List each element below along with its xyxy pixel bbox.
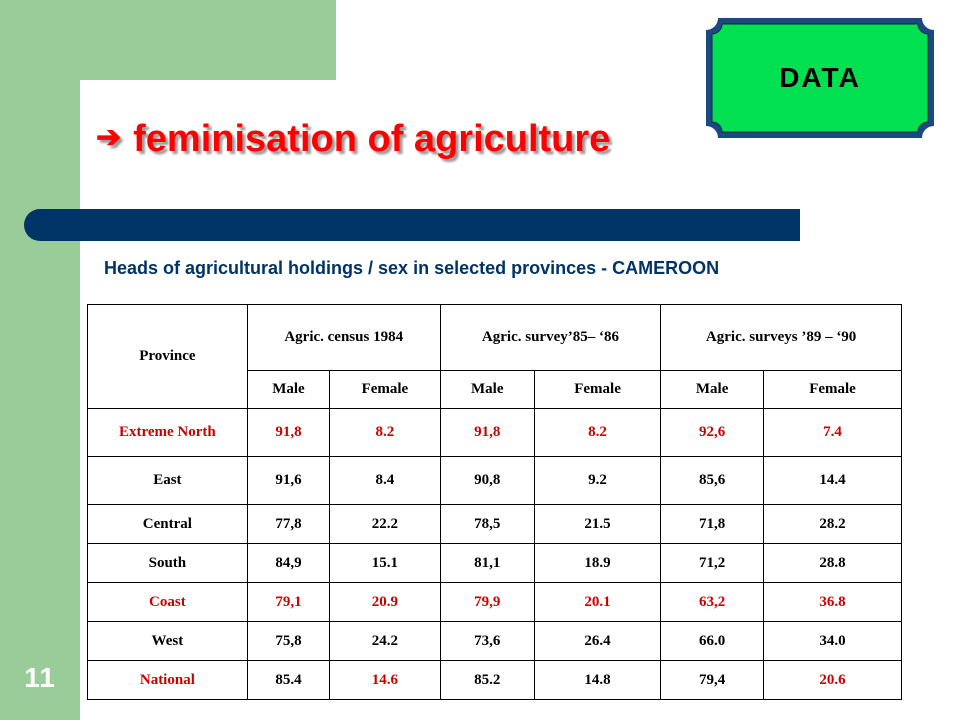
value-cell: 71,8 <box>660 504 765 544</box>
title-underline-bar <box>24 209 800 241</box>
province-cell: East <box>87 456 248 505</box>
arrow-icon: ➔ <box>96 121 122 154</box>
female-header: Female <box>533 370 662 409</box>
slide-number: 11 <box>24 662 56 693</box>
provinces-table: Province Agric. census 1984 Agric. surve… <box>87 304 902 700</box>
value-cell: 91,8 <box>439 408 535 457</box>
value-cell: 79,4 <box>660 660 765 700</box>
table-subheader-row: Male Female Male Female Male Female <box>88 370 902 409</box>
top-green-block <box>80 0 336 80</box>
value-cell: 71,2 <box>660 543 765 583</box>
value-cell: 92,6 <box>660 408 765 457</box>
table-caption: Heads of agricultural holdings / sex in … <box>104 258 720 278</box>
table-row: Central 77,8 22.2 78,5 21.5 71,8 28.2 <box>87 504 902 544</box>
value-cell: 73,6 <box>439 621 535 661</box>
value-cell: 15.1 <box>329 543 441 583</box>
female-header: Female <box>329 370 441 409</box>
badge-frame <box>706 18 934 138</box>
value-cell: 85.2 <box>439 660 535 700</box>
value-cell: 66.0 <box>660 621 765 661</box>
value-cell: 9.2 <box>533 456 662 505</box>
province-header: Province <box>87 304 248 409</box>
table-row: National 85.4 14.6 85.2 14.8 79,4 20.6 <box>87 660 902 700</box>
value-cell: 14.6 <box>329 660 441 700</box>
sidebar-green-column <box>0 0 80 720</box>
value-cell: 79,1 <box>246 582 331 622</box>
value-cell: 18.9 <box>533 543 662 583</box>
province-cell: South <box>87 543 248 583</box>
male-header: Male <box>660 370 765 409</box>
data-badge: DATA <box>704 16 936 140</box>
value-cell: 20.1 <box>533 582 662 622</box>
value-cell: 14.4 <box>763 456 902 505</box>
value-cell: 21.5 <box>533 504 662 544</box>
value-cell: 91,6 <box>246 456 331 505</box>
value-cell: 14.8 <box>533 660 662 700</box>
province-cell: Extreme North <box>87 408 248 457</box>
value-cell: 34.0 <box>763 621 902 661</box>
province-cell: Coast <box>87 582 248 622</box>
value-cell: 91,8 <box>246 408 331 457</box>
value-cell: 85,6 <box>660 456 765 505</box>
value-cell: 63,2 <box>660 582 765 622</box>
value-cell: 78,5 <box>439 504 535 544</box>
table-row: East 91,6 8.4 90,8 9.2 85,6 14.4 <box>87 456 902 505</box>
value-cell: 24.2 <box>329 621 441 661</box>
value-cell: 26.4 <box>533 621 662 661</box>
value-cell: 77,8 <box>246 504 331 544</box>
census-1984-header: Agric. census 1984 <box>246 304 441 371</box>
male-header: Male <box>439 370 535 409</box>
surveys-89-90-header: Agric. surveys ’89 – ‘90 <box>660 304 902 371</box>
value-cell: 28.2 <box>763 504 902 544</box>
table-header-row: Province Agric. census 1984 Agric. surve… <box>87 304 902 409</box>
value-cell: 84,9 <box>246 543 331 583</box>
table-row: West 75,8 24.2 73,6 26.4 66.0 34.0 <box>87 621 902 661</box>
value-cell: 20.6 <box>763 660 902 700</box>
value-cell: 8.2 <box>533 408 662 457</box>
table-row: Extreme North 91,8 8.2 91,8 8.2 92,6 7.4 <box>87 408 902 457</box>
female-header: Female <box>763 370 902 409</box>
value-cell: 22.2 <box>329 504 441 544</box>
value-cell: 90,8 <box>439 456 535 505</box>
value-cell: 85.4 <box>246 660 331 700</box>
value-cell: 8.4 <box>329 456 441 505</box>
value-cell: 79,9 <box>439 582 535 622</box>
slide-title: feminisation of agriculture <box>133 118 611 160</box>
badge-label: DATA <box>779 62 861 93</box>
value-cell: 8.2 <box>329 408 441 457</box>
province-cell: Central <box>87 504 248 544</box>
slide-title-line: ➔ feminisation of agriculture <box>96 118 610 161</box>
table-row: Coast 79,1 20.9 79,9 20.1 63,2 36.8 <box>87 582 902 622</box>
value-cell: 7.4 <box>763 408 902 457</box>
table-row: South 84,9 15.1 81,1 18.9 71,2 28.8 <box>87 543 902 583</box>
province-cell: National <box>87 660 248 700</box>
survey-85-86-header: Agric. survey’85– ‘86 <box>439 304 662 371</box>
value-cell: 36.8 <box>763 582 902 622</box>
province-cell: West <box>87 621 248 661</box>
male-header: Male <box>246 370 331 409</box>
value-cell: 20.9 <box>329 582 441 622</box>
value-cell: 75,8 <box>246 621 331 661</box>
value-cell: 81,1 <box>439 543 535 583</box>
value-cell: 28.8 <box>763 543 902 583</box>
